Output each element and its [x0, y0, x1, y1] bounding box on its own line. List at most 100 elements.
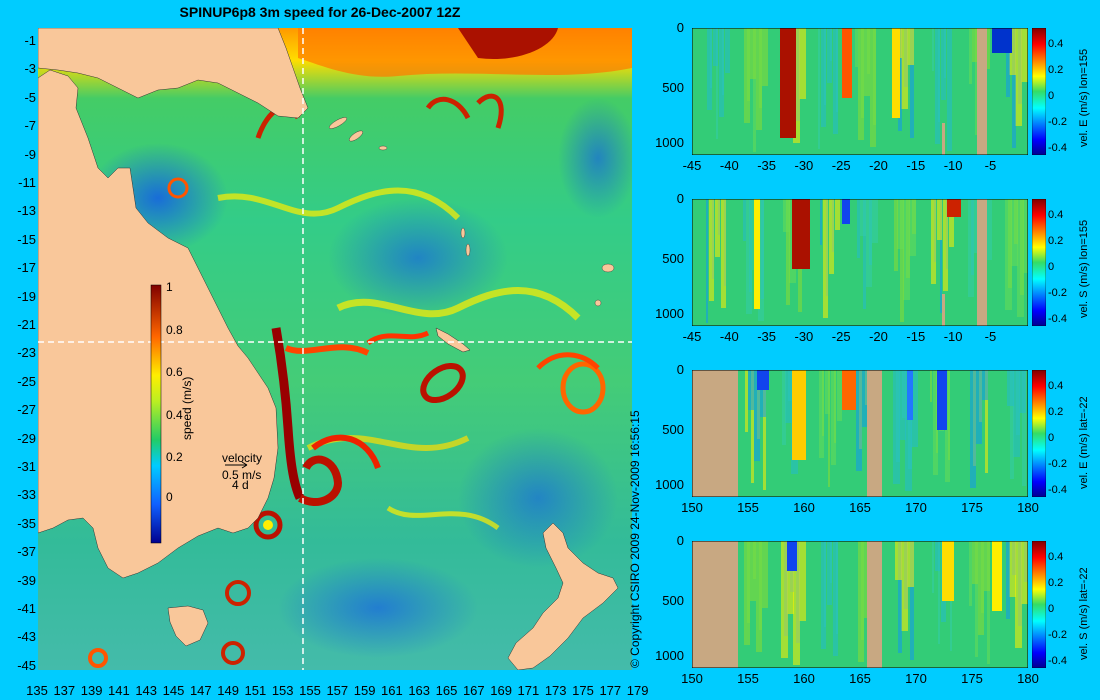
section-x-tick: -30 — [794, 158, 814, 173]
lon-tick-label: 165 — [435, 683, 458, 698]
section-x-tick: 180 — [1017, 671, 1039, 686]
colorbar-tick-4: 0.4 — [166, 408, 183, 422]
colorbar-tick-6: 0 — [166, 490, 173, 504]
section-colorbar — [1032, 199, 1046, 326]
lat-tick-label: -27 — [17, 402, 36, 418]
section-x-tick: 170 — [905, 671, 927, 686]
section-x-tick: 160 — [793, 671, 815, 686]
section-depth-tick: 500 — [662, 251, 684, 266]
section-colorbar-tick: 0 — [1048, 603, 1055, 615]
section-plot — [692, 541, 1028, 668]
section-x-tick: -40 — [719, 329, 739, 344]
lon-tick-label: 143 — [135, 683, 158, 698]
section-colorbar-tick: -0.2 — [1048, 629, 1067, 641]
section-x-tick: 155 — [737, 500, 759, 515]
section-x-tick: -15 — [906, 158, 926, 173]
lat-tick-label: -3 — [24, 61, 36, 77]
new-guinea-landmass — [38, 28, 309, 119]
section-depth-tick: 500 — [662, 80, 684, 95]
section-x-tick: -25 — [831, 158, 851, 173]
lon-tick-label: 153 — [271, 683, 294, 698]
lat-tick-label: -39 — [17, 572, 36, 588]
lon-tick-label: 149 — [217, 683, 239, 698]
section-colorbar-tick: -0.4 — [1048, 142, 1067, 154]
lat-tick-label: -17 — [17, 260, 36, 276]
lon-tick-label: 157 — [326, 683, 349, 698]
section-x-tick: -35 — [757, 158, 776, 173]
section-depth-tick: 0 — [676, 362, 684, 377]
speed-colorbar — [150, 284, 162, 544]
lat-tick-label: -19 — [17, 288, 36, 304]
section-colorbar-tick: -0.2 — [1048, 458, 1067, 470]
section-x-tick: -25 — [831, 329, 851, 344]
section-x-tick: -10 — [943, 329, 963, 344]
lon-tick-label: 173 — [544, 683, 567, 698]
section-label: vel. E (m/s) lon=155 — [1078, 48, 1090, 147]
section-colorbar-tick: 0.4 — [1048, 38, 1064, 50]
lat-tick-label: -35 — [17, 515, 36, 531]
lat-tick-label: -1 — [24, 33, 36, 48]
section-colorbar-tick: 0.4 — [1048, 551, 1064, 563]
lat-tick-label: -29 — [17, 430, 36, 446]
lon-tick-label: 155 — [299, 683, 321, 698]
section-colorbar-tick: 0.4 — [1048, 209, 1064, 221]
colorbar-label: speed (m/s) — [180, 376, 194, 440]
lat-tick-label: -45 — [17, 657, 36, 673]
section-x-tick: 175 — [961, 671, 983, 686]
section-colorbar-tick: -0.2 — [1048, 116, 1067, 128]
lat-tick-label: -5 — [24, 89, 36, 105]
section-depth-tick: 0 — [676, 20, 684, 35]
section-x-tick: -30 — [794, 329, 814, 344]
section-x-tick: 155 — [737, 671, 759, 686]
velocity-legend-speed: 0.5 m/s — [222, 468, 262, 482]
section-x-tick: -40 — [719, 158, 739, 173]
tasmania-landmass — [167, 605, 209, 647]
colorbar-tick-3: 0.6 — [166, 365, 183, 379]
section-x-tick: 175 — [961, 500, 983, 515]
lon-tick-label: 141 — [108, 683, 130, 698]
lat-tick-label: -31 — [17, 459, 36, 474]
lat-tick-label: -9 — [24, 146, 36, 162]
section-colorbar-tick: 0.4 — [1048, 380, 1064, 392]
lat-tick-label: -11 — [18, 175, 36, 190]
section-colorbar-tick: 0.2 — [1048, 64, 1064, 76]
section-depth-tick: 500 — [662, 593, 684, 608]
lat-tick-label: -23 — [17, 345, 36, 361]
section-x-tick: -45 — [682, 158, 702, 173]
section-x-tick: 165 — [849, 500, 871, 515]
section-x-tick: 160 — [793, 500, 815, 515]
section-colorbar — [1032, 28, 1046, 155]
lat-tick-label: -15 — [17, 231, 36, 247]
lon-tick-label: 137 — [53, 683, 76, 698]
lon-tick-label: 135 — [26, 683, 48, 698]
section-x-tick: -5 — [984, 158, 997, 173]
section-x-tick: -20 — [869, 158, 888, 173]
lat-tick-label: -37 — [17, 544, 36, 560]
map-title: SPINUP6p8 3m speed for 26-Dec-2007 12Z — [179, 4, 461, 20]
lon-tick-label: 179 — [626, 683, 649, 698]
section-x-tick: -20 — [869, 329, 888, 344]
section-depth-tick: 1000 — [655, 648, 684, 663]
lat-tick-label: -33 — [17, 487, 36, 503]
section-colorbar — [1032, 370, 1046, 497]
lat-tick-label: -43 — [17, 629, 36, 645]
section-depth-tick: 0 — [676, 191, 684, 206]
section-x-tick: -10 — [943, 158, 963, 173]
section-plot — [692, 370, 1028, 497]
section-depth-tick: 500 — [662, 422, 684, 437]
section-colorbar-tick: 0.2 — [1048, 406, 1064, 418]
section-x-tick: 150 — [681, 500, 703, 515]
section-depth-tick: 1000 — [655, 477, 684, 492]
velocity-legend-title: velocity — [222, 451, 263, 465]
colorbar-tick-2: 0.8 — [166, 323, 183, 337]
section-x-tick: -5 — [984, 329, 997, 344]
section-colorbar-tick: 0.2 — [1048, 577, 1064, 589]
section-label: vel. S (m/s) lon=155 — [1078, 219, 1090, 318]
section-x-tick: -15 — [906, 329, 926, 344]
lon-tick-label: 167 — [462, 683, 485, 698]
lon-tick-label: 177 — [599, 683, 622, 698]
colorbar-tick-5: 0.2 — [166, 450, 183, 464]
lon-tick-label: 175 — [572, 683, 594, 698]
lon-tick-label: 147 — [189, 683, 212, 698]
lon-tick-label: 163 — [408, 683, 431, 698]
